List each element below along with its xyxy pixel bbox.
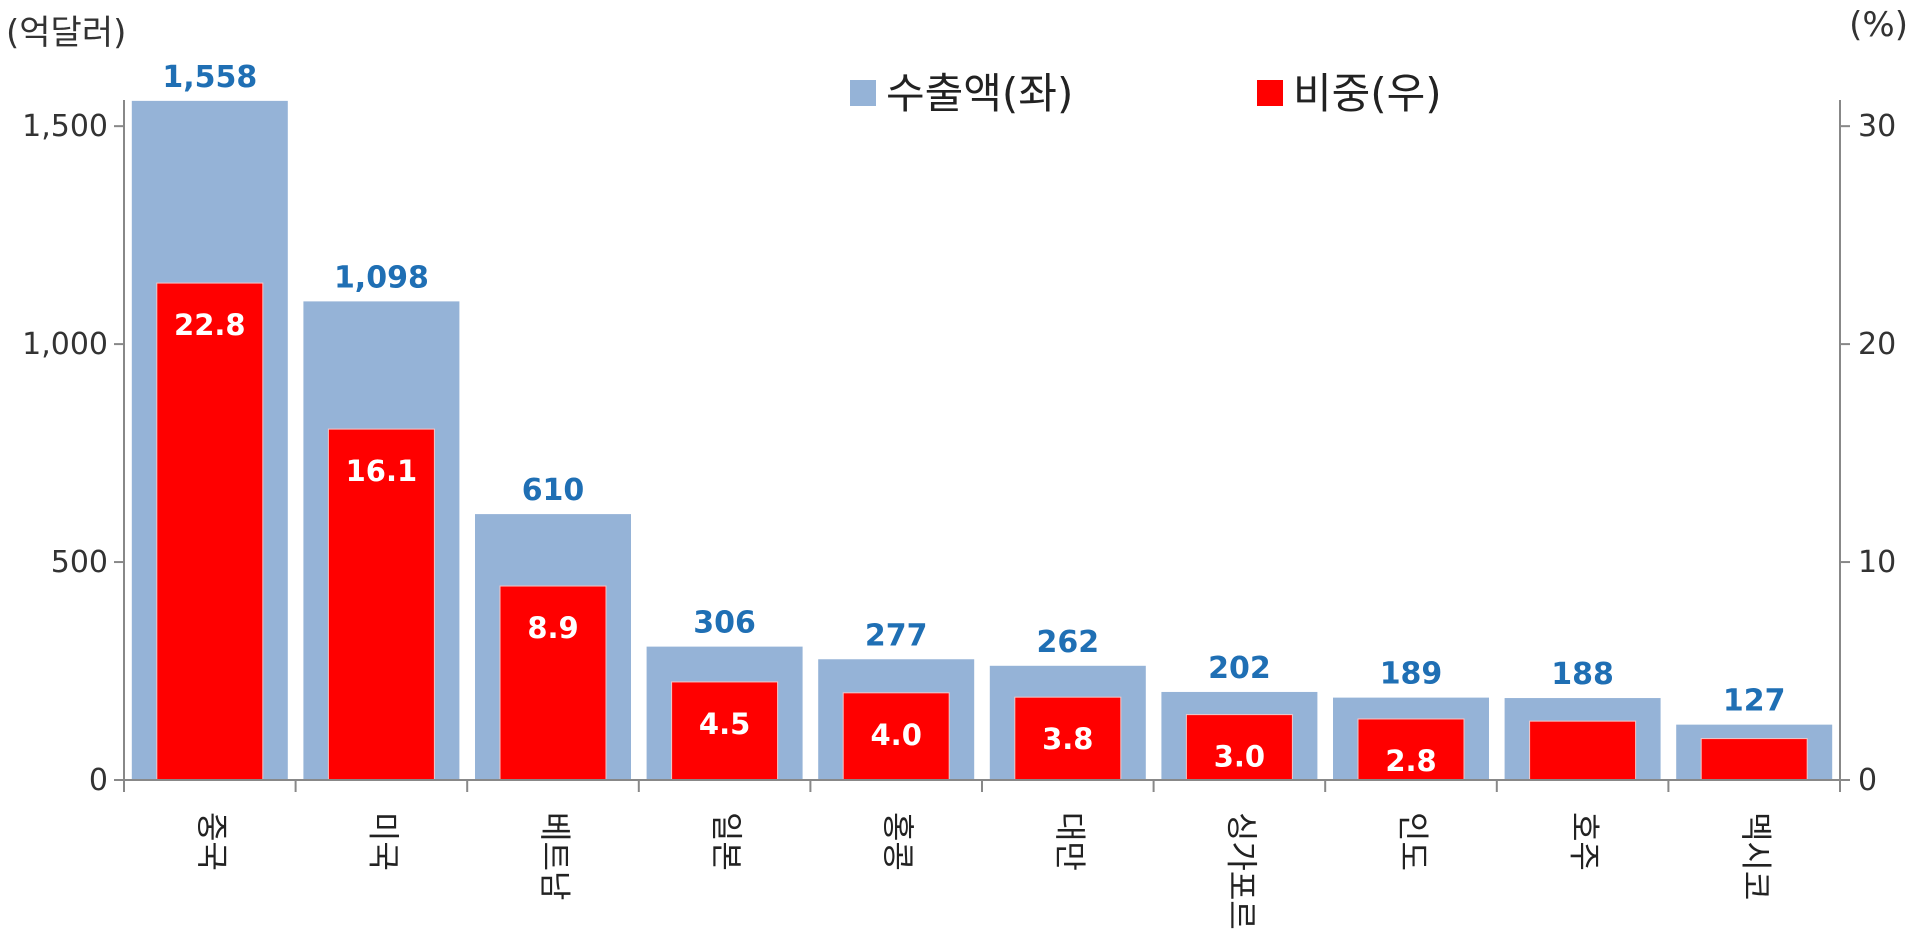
axes-layer: 0 500 1,000 1,500 0 10 20 30 bbox=[22, 100, 1896, 798]
bar-share bbox=[1185, 714, 1293, 781]
category-label: 멕시코 bbox=[1737, 812, 1775, 900]
category-label: 싱가포르 bbox=[1222, 812, 1260, 930]
data-label-export-amount: 306 bbox=[693, 606, 756, 641]
data-label-export-amount: 202 bbox=[1208, 651, 1271, 686]
legend-swatch-share bbox=[1257, 80, 1283, 106]
data-label-share: 22.8 bbox=[174, 308, 246, 342]
legend-label-share: 비중(우) bbox=[1293, 69, 1442, 118]
data-label-export-amount: 610 bbox=[522, 473, 585, 508]
category-label: 대만 bbox=[1051, 812, 1089, 871]
legend: 수출액(좌) 비중(우) bbox=[850, 69, 1442, 118]
data-label-share: 4.5 bbox=[699, 707, 750, 741]
legend-label-export-amount: 수출액(좌) bbox=[886, 69, 1073, 118]
data-label-export-amount: 277 bbox=[865, 618, 928, 653]
right-axis-tick-label: 30 bbox=[1858, 109, 1896, 144]
bar-share bbox=[671, 681, 779, 781]
left-axis-tick-label: 500 bbox=[51, 545, 108, 580]
category-label: 홍콩 bbox=[879, 812, 917, 871]
right-axis-unit-label: (%) bbox=[1849, 5, 1908, 45]
data-label-export-amount: 189 bbox=[1380, 657, 1443, 692]
bar-share bbox=[1529, 720, 1637, 781]
legend-swatch-export-amount bbox=[850, 80, 876, 106]
data-label-share: 3.0 bbox=[1214, 740, 1265, 774]
data-label-share: 3.8 bbox=[1042, 722, 1093, 756]
category-label: 미국 bbox=[364, 812, 402, 871]
bar-share bbox=[1014, 696, 1122, 781]
data-label-export-amount: 262 bbox=[1036, 625, 1099, 660]
bar-share bbox=[1700, 738, 1808, 781]
category-label: 중국 bbox=[193, 812, 231, 871]
data-label-share: 16.1 bbox=[346, 454, 418, 488]
category-label: 일본 bbox=[708, 812, 746, 871]
data-label-export-amount: 188 bbox=[1551, 657, 1614, 692]
category-label: 인도 bbox=[1394, 812, 1432, 871]
labels-layer: 1,558 22.8 중국 1,098 16.1 미국 610 8.9 베트남 306 4.5 일본 2… bbox=[162, 60, 1785, 930]
data-label-share: 8.9 bbox=[527, 611, 578, 645]
category-label: 호주 bbox=[1566, 812, 1604, 871]
bar-share bbox=[1357, 718, 1465, 781]
left-axis-tick-label: 0 bbox=[89, 763, 108, 798]
category-label: 베트남 bbox=[536, 812, 574, 900]
bar-share bbox=[156, 282, 264, 781]
data-label-export-amount: 1,558 bbox=[162, 60, 257, 95]
right-axis-tick-label: 10 bbox=[1858, 545, 1896, 580]
data-label-share: 4.0 bbox=[871, 718, 922, 752]
bars-layer bbox=[131, 100, 1833, 781]
right-axis-tick-label: 20 bbox=[1858, 327, 1896, 362]
left-axis-unit-label: (억달러) bbox=[6, 13, 126, 53]
bar-share bbox=[327, 428, 435, 781]
left-axis-tick-label: 1,500 bbox=[22, 109, 108, 144]
data-label-export-amount: 127 bbox=[1723, 684, 1786, 719]
data-label-share: 2.8 bbox=[1385, 744, 1436, 778]
data-label-export-amount: 1,098 bbox=[334, 260, 429, 295]
left-axis-tick-label: 1,000 bbox=[22, 327, 108, 362]
right-axis-tick-label: 0 bbox=[1858, 763, 1877, 798]
